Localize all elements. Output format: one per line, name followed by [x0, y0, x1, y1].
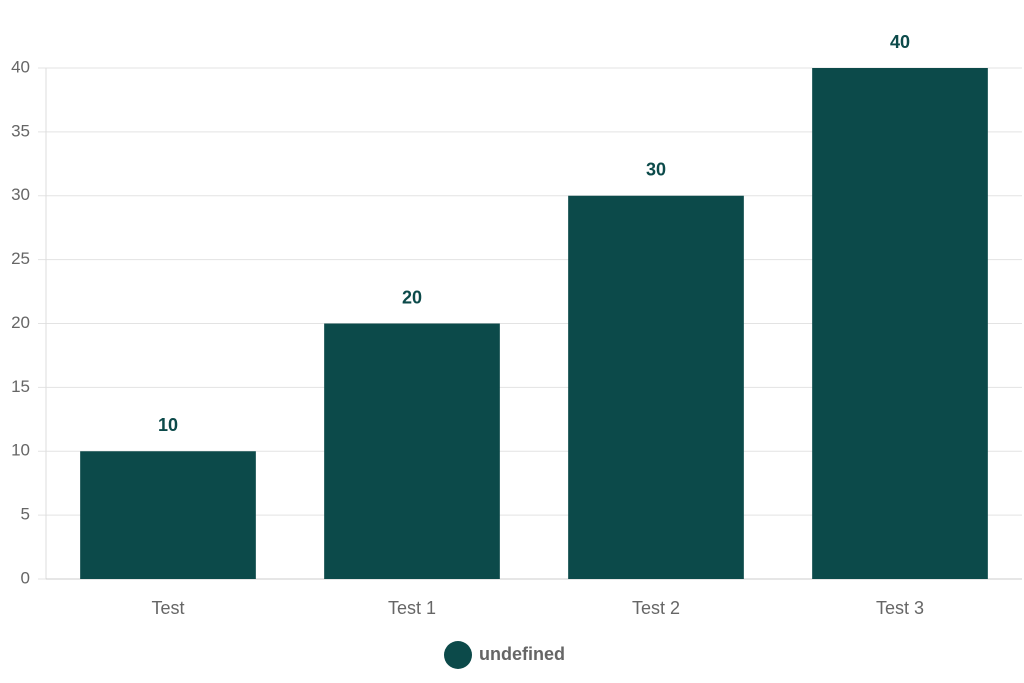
y-tick-label: 20	[11, 313, 30, 332]
bar	[568, 195, 744, 579]
y-tick-label: 30	[11, 185, 30, 204]
bar	[324, 323, 500, 579]
legend-label: undefined	[479, 644, 565, 664]
y-tick-label: 0	[21, 568, 30, 587]
bar	[80, 451, 256, 579]
data-label: 30	[646, 160, 666, 180]
data-label: 10	[158, 415, 178, 435]
y-tick-label: 15	[11, 377, 30, 396]
legend-marker	[444, 641, 472, 669]
x-tick-label: Test 2	[632, 598, 680, 618]
x-tick-label: Test	[151, 598, 184, 618]
x-tick-label: Test 1	[388, 598, 436, 618]
bar	[812, 68, 988, 579]
x-tick-label: Test 3	[876, 598, 924, 618]
data-label: 20	[402, 287, 422, 307]
data-label: 40	[890, 32, 910, 52]
y-tick-label: 35	[11, 121, 30, 140]
y-tick-label: 10	[11, 441, 30, 460]
y-tick-label: 40	[11, 57, 30, 76]
y-tick-label: 5	[21, 505, 30, 524]
y-tick-label: 25	[11, 249, 30, 268]
